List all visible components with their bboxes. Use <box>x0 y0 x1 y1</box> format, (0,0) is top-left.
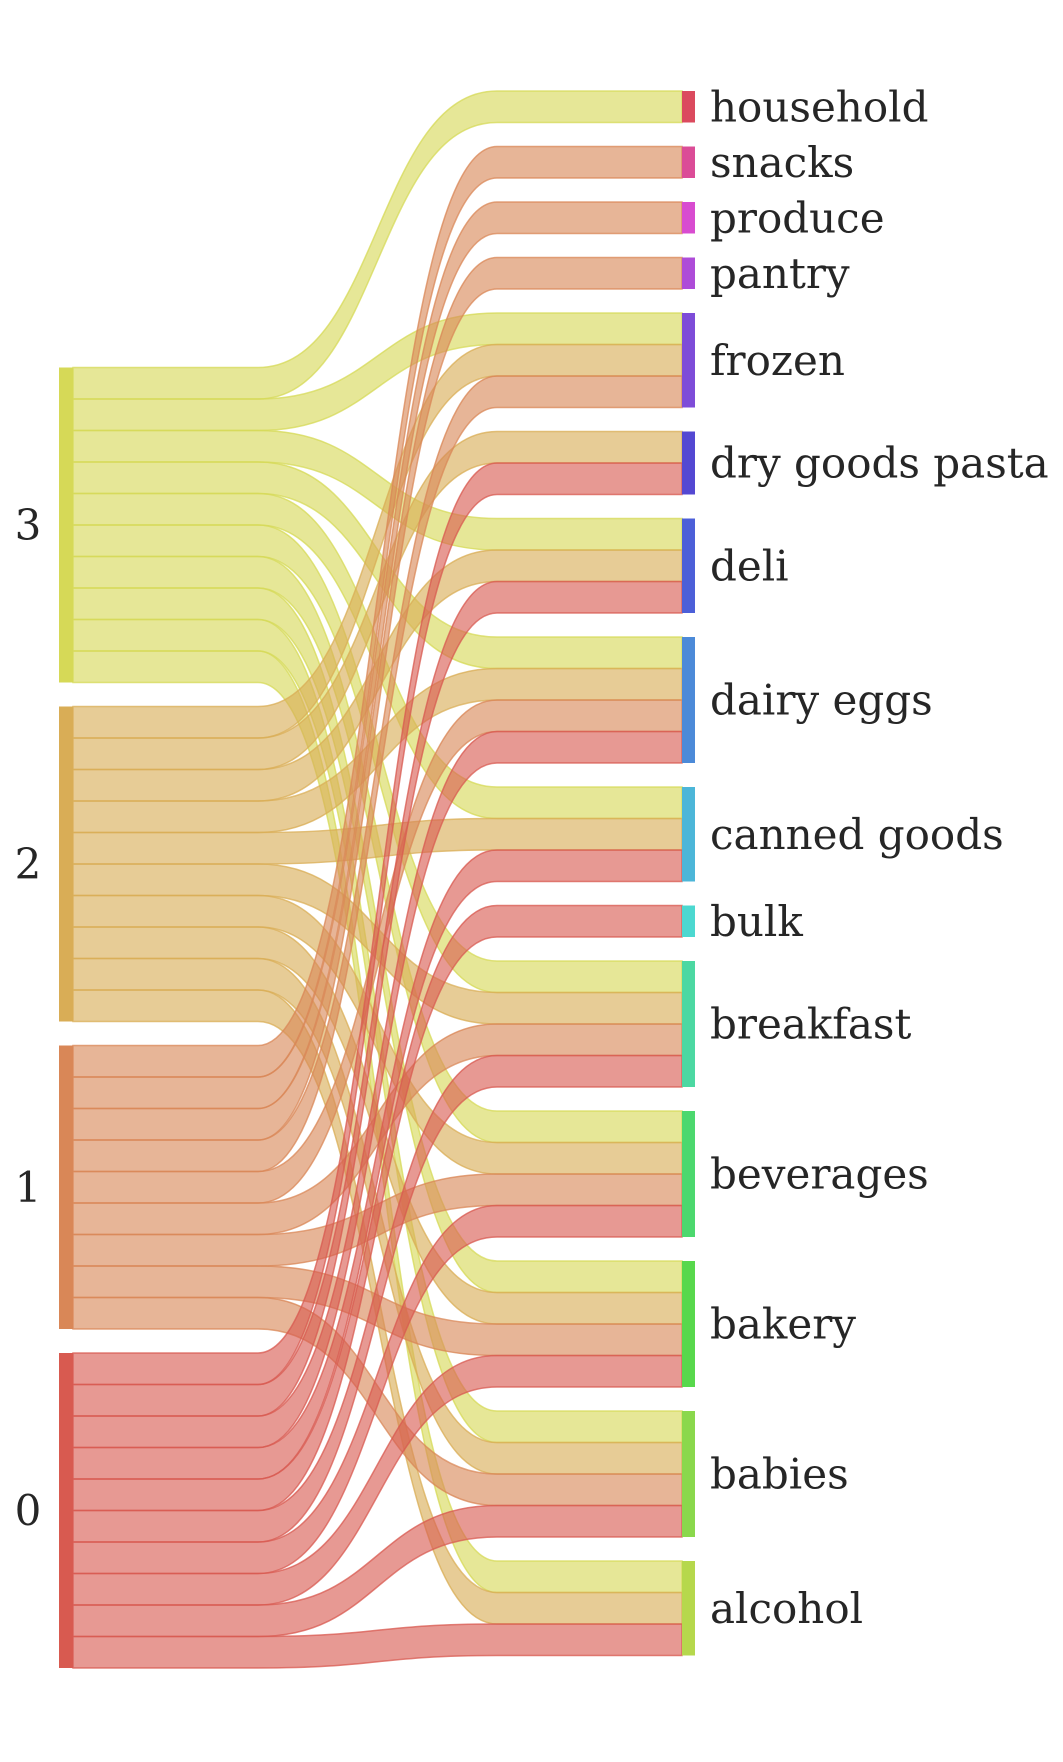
source-node-2 <box>59 706 73 1022</box>
target-label-dairy-eggs: dairy eggs <box>710 676 933 725</box>
target-label-bakery: bakery <box>710 1300 856 1349</box>
target-label-bulk: bulk <box>710 897 803 946</box>
source-label-3: 3 <box>15 501 42 550</box>
target-label-alcohol: alcohol <box>710 1584 863 1633</box>
target-node-breakfast <box>682 961 695 1087</box>
labels-layer: 0 1 2 3 household snacks produce pantry frozen dr… <box>15 82 1049 1633</box>
nodes-layer <box>59 91 695 1668</box>
target-label-dry-goods-pasta: dry goods pasta <box>710 439 1049 488</box>
source-node-0 <box>59 1353 73 1668</box>
target-label-breakfast: breakfast <box>710 1000 911 1049</box>
target-label-babies: babies <box>710 1450 849 1499</box>
target-node-babies <box>682 1411 695 1537</box>
source-node-1 <box>59 1045 73 1329</box>
source-label-2: 2 <box>15 840 42 889</box>
target-label-beverages: beverages <box>710 1150 929 1199</box>
target-node-bakery <box>682 1261 695 1387</box>
target-node-dry-goods-pasta <box>682 431 695 495</box>
target-node-beverages <box>682 1111 695 1237</box>
target-node-household <box>682 91 695 123</box>
target-node-frozen <box>682 313 695 408</box>
target-label-produce: produce <box>710 193 885 242</box>
target-label-canned-goods: canned goods <box>710 810 1004 859</box>
target-node-canned-goods <box>682 787 695 882</box>
target-label-snacks: snacks <box>710 138 854 187</box>
target-node-pantry <box>682 257 695 289</box>
target-label-pantry: pantry <box>710 249 850 298</box>
target-label-frozen: frozen <box>710 336 845 385</box>
source-label-1: 1 <box>15 1163 42 1212</box>
target-node-alcohol <box>682 1561 695 1656</box>
target-label-deli: deli <box>710 541 789 590</box>
source-node-3 <box>59 367 73 683</box>
target-node-dairy-eggs <box>682 637 695 763</box>
target-node-snacks <box>682 146 695 178</box>
target-node-deli <box>682 518 695 613</box>
source-label-0: 0 <box>15 1486 42 1535</box>
target-label-household: household <box>710 82 928 131</box>
target-node-bulk <box>682 905 695 937</box>
target-node-produce <box>682 202 695 234</box>
links-layer <box>72 90 683 1669</box>
